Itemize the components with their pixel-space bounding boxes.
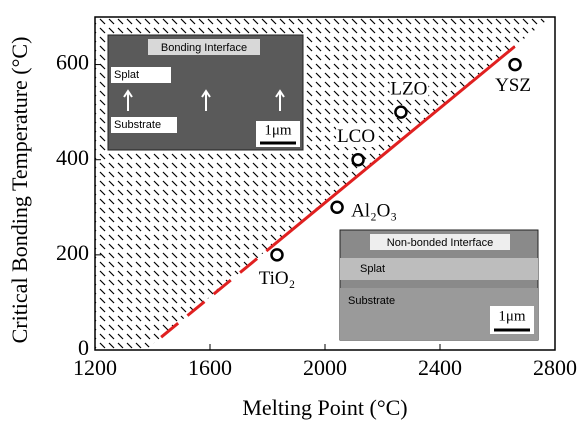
x-tick-label: 2400: [418, 355, 462, 380]
inset-label: Substrate: [114, 119, 161, 131]
chart: Melting Point (°C) Critical Bonding Temp…: [0, 0, 580, 428]
point-label: Al₂O₃: [351, 201, 397, 222]
x-tick-label: 2800: [533, 355, 577, 380]
x-axis-label: Melting Point (°C): [242, 395, 407, 420]
inset-label: Splat: [360, 263, 385, 275]
inset-title: Bonding Interface: [161, 42, 247, 54]
data-point: [271, 249, 282, 260]
point-label: YSZ: [495, 75, 531, 96]
y-tick-label: 0: [78, 335, 89, 360]
data-point: [395, 107, 406, 118]
data-point: [353, 154, 364, 165]
x-tick-label: 1600: [188, 355, 232, 380]
y-tick-label: 200: [56, 240, 89, 265]
inset-label: Splat: [114, 69, 139, 81]
x-tick-label: 2000: [303, 355, 347, 380]
inset-title: Non-bonded Interface: [387, 237, 493, 249]
data-point: [332, 202, 343, 213]
inset-label: Substrate: [348, 295, 395, 307]
y-tick-label: 600: [56, 50, 89, 75]
inset: Non-bonded Interface Splat Substrate 1μm: [340, 230, 538, 340]
scale-label: 1μm: [498, 308, 526, 324]
inset: Bonding Interface Splat Substrate 1μm: [108, 35, 303, 150]
point-label: LZO: [390, 79, 427, 100]
point-label: TiO₂: [259, 268, 296, 289]
scale-label: 1μm: [264, 122, 292, 138]
y-axis-label: Critical Bonding Temperature (°C): [7, 37, 32, 344]
point-label: LCO: [337, 126, 375, 147]
data-point: [510, 59, 521, 70]
y-tick-label: 400: [56, 145, 89, 170]
